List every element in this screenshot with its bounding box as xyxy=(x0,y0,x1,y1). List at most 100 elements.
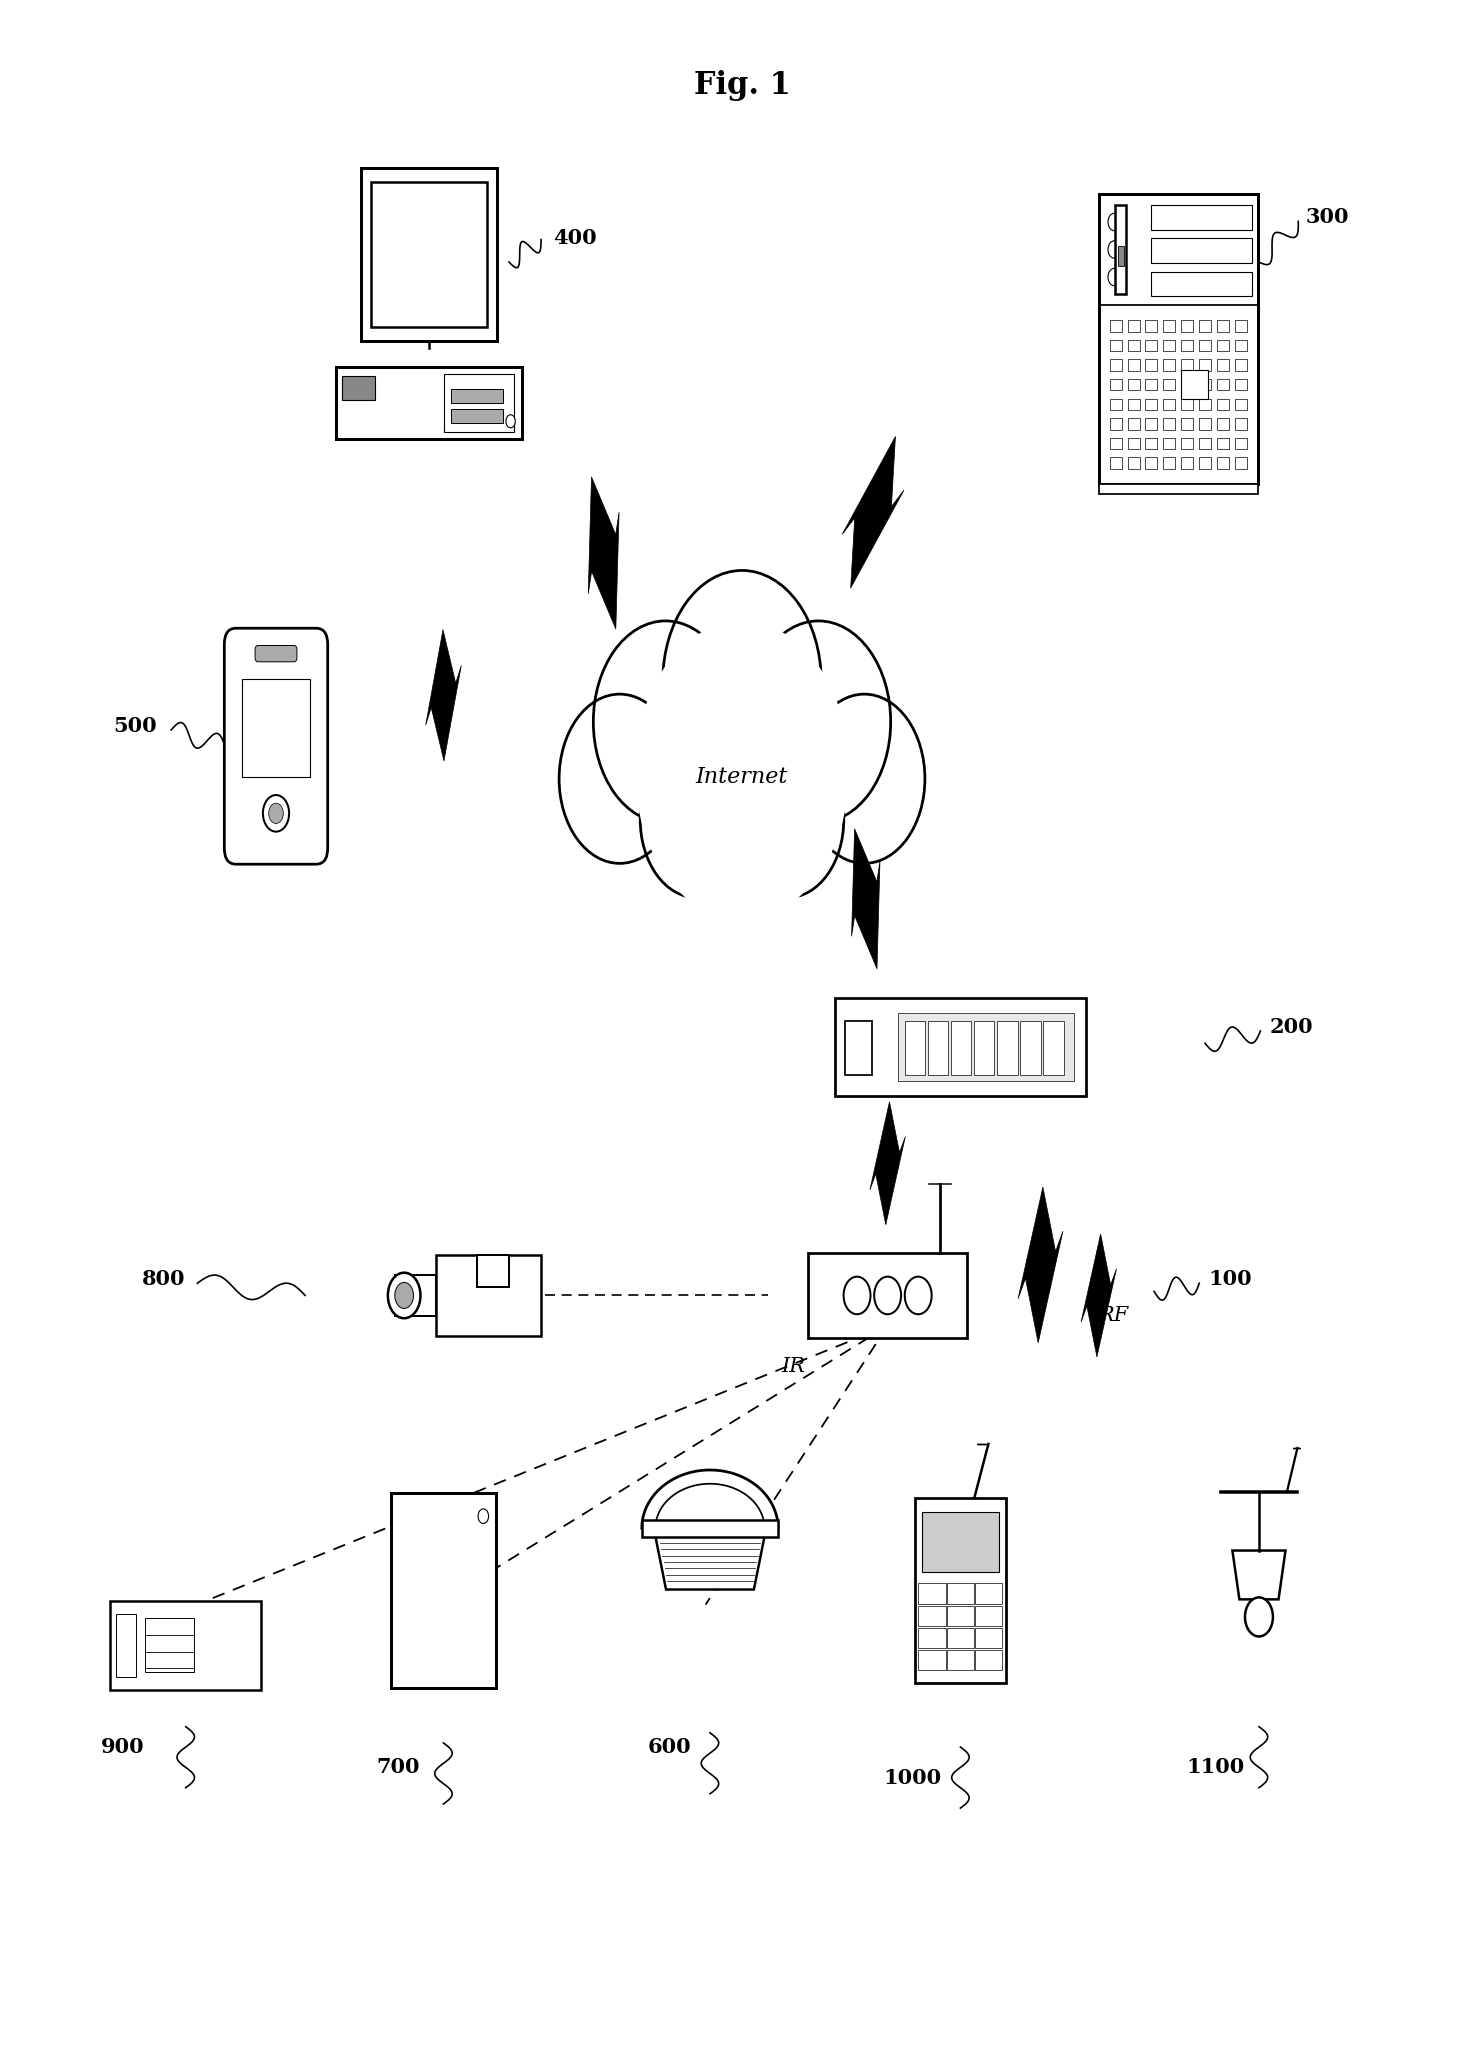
FancyBboxPatch shape xyxy=(1110,398,1122,410)
FancyBboxPatch shape xyxy=(1217,359,1229,371)
FancyBboxPatch shape xyxy=(1043,1021,1064,1074)
Text: 1100: 1100 xyxy=(1186,1757,1245,1777)
FancyBboxPatch shape xyxy=(1181,437,1193,450)
Circle shape xyxy=(746,621,890,823)
FancyBboxPatch shape xyxy=(1217,419,1229,429)
FancyBboxPatch shape xyxy=(919,1627,945,1648)
FancyBboxPatch shape xyxy=(1199,379,1211,390)
Polygon shape xyxy=(870,1101,905,1225)
FancyBboxPatch shape xyxy=(361,167,497,340)
FancyBboxPatch shape xyxy=(1199,437,1211,450)
Circle shape xyxy=(804,695,925,864)
FancyBboxPatch shape xyxy=(1110,320,1122,332)
FancyBboxPatch shape xyxy=(1128,437,1140,450)
Circle shape xyxy=(1109,268,1120,287)
FancyBboxPatch shape xyxy=(919,1584,945,1604)
FancyBboxPatch shape xyxy=(1181,340,1193,351)
FancyBboxPatch shape xyxy=(974,1021,994,1074)
Text: 200: 200 xyxy=(1269,1017,1313,1037)
FancyBboxPatch shape xyxy=(975,1650,1002,1670)
FancyBboxPatch shape xyxy=(1217,340,1229,351)
FancyBboxPatch shape xyxy=(1110,458,1122,468)
FancyBboxPatch shape xyxy=(341,375,375,400)
FancyBboxPatch shape xyxy=(1181,369,1208,400)
Polygon shape xyxy=(426,629,462,761)
Circle shape xyxy=(478,1509,488,1524)
FancyBboxPatch shape xyxy=(1110,359,1122,371)
FancyBboxPatch shape xyxy=(1146,340,1158,351)
FancyBboxPatch shape xyxy=(1021,1021,1040,1074)
FancyBboxPatch shape xyxy=(1163,379,1175,390)
Text: 100: 100 xyxy=(1208,1270,1251,1289)
Circle shape xyxy=(506,414,515,427)
FancyBboxPatch shape xyxy=(1181,458,1193,468)
FancyBboxPatch shape xyxy=(975,1627,1002,1648)
Text: IR: IR xyxy=(781,1357,804,1375)
FancyBboxPatch shape xyxy=(1163,320,1175,332)
Text: 1000: 1000 xyxy=(883,1767,941,1788)
Polygon shape xyxy=(841,437,904,588)
FancyBboxPatch shape xyxy=(951,1021,971,1074)
FancyBboxPatch shape xyxy=(476,1256,509,1287)
FancyBboxPatch shape xyxy=(1146,437,1158,450)
FancyBboxPatch shape xyxy=(922,1514,999,1571)
FancyBboxPatch shape xyxy=(1098,194,1258,485)
FancyBboxPatch shape xyxy=(947,1584,974,1604)
FancyBboxPatch shape xyxy=(1128,379,1140,390)
Circle shape xyxy=(1245,1598,1273,1637)
FancyBboxPatch shape xyxy=(1217,320,1229,332)
FancyBboxPatch shape xyxy=(1152,272,1252,295)
Text: 500: 500 xyxy=(113,716,156,736)
FancyBboxPatch shape xyxy=(916,1497,1006,1683)
FancyBboxPatch shape xyxy=(1163,458,1175,468)
FancyBboxPatch shape xyxy=(834,998,1086,1097)
Circle shape xyxy=(905,1276,932,1313)
FancyBboxPatch shape xyxy=(1235,398,1247,410)
FancyBboxPatch shape xyxy=(110,1600,261,1691)
Circle shape xyxy=(874,1276,901,1313)
Polygon shape xyxy=(588,476,619,629)
FancyBboxPatch shape xyxy=(1110,419,1122,429)
FancyBboxPatch shape xyxy=(1110,437,1122,450)
Polygon shape xyxy=(1018,1188,1063,1342)
FancyBboxPatch shape xyxy=(1163,437,1175,450)
FancyBboxPatch shape xyxy=(1199,359,1211,371)
FancyBboxPatch shape xyxy=(1181,419,1193,429)
FancyBboxPatch shape xyxy=(451,408,503,423)
FancyBboxPatch shape xyxy=(1146,359,1158,371)
Polygon shape xyxy=(1232,1551,1285,1600)
Polygon shape xyxy=(641,1470,778,1528)
FancyBboxPatch shape xyxy=(1181,379,1193,390)
FancyBboxPatch shape xyxy=(1235,379,1247,390)
Text: 800: 800 xyxy=(142,1270,186,1289)
FancyBboxPatch shape xyxy=(116,1615,137,1676)
Circle shape xyxy=(594,621,738,823)
FancyBboxPatch shape xyxy=(1146,398,1158,410)
Circle shape xyxy=(732,742,844,897)
FancyBboxPatch shape xyxy=(1146,320,1158,332)
Circle shape xyxy=(263,796,289,831)
FancyBboxPatch shape xyxy=(1163,340,1175,351)
FancyBboxPatch shape xyxy=(947,1650,974,1670)
FancyBboxPatch shape xyxy=(1146,458,1158,468)
Text: RF: RF xyxy=(1098,1307,1128,1326)
FancyBboxPatch shape xyxy=(451,388,503,404)
FancyBboxPatch shape xyxy=(145,1619,194,1672)
FancyBboxPatch shape xyxy=(1181,320,1193,332)
FancyBboxPatch shape xyxy=(371,181,487,328)
FancyBboxPatch shape xyxy=(1217,398,1229,410)
Circle shape xyxy=(395,1283,414,1309)
FancyBboxPatch shape xyxy=(1128,340,1140,351)
FancyBboxPatch shape xyxy=(1128,419,1140,429)
FancyBboxPatch shape xyxy=(947,1606,974,1627)
FancyBboxPatch shape xyxy=(224,629,328,864)
FancyBboxPatch shape xyxy=(335,367,522,439)
FancyBboxPatch shape xyxy=(809,1254,968,1338)
FancyBboxPatch shape xyxy=(1217,458,1229,468)
Circle shape xyxy=(843,1276,871,1313)
FancyBboxPatch shape xyxy=(1235,320,1247,332)
FancyBboxPatch shape xyxy=(1235,419,1247,429)
FancyBboxPatch shape xyxy=(997,1021,1018,1074)
Text: 300: 300 xyxy=(1306,208,1349,227)
FancyBboxPatch shape xyxy=(1110,340,1122,351)
